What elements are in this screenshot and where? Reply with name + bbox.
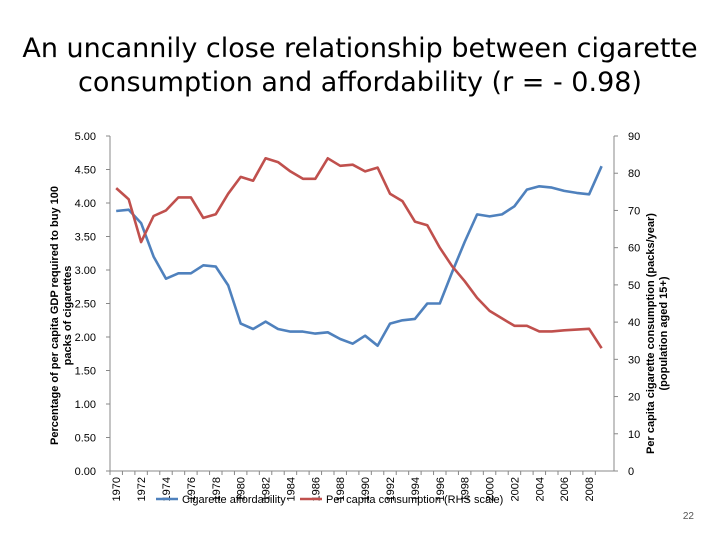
legend-label: Per capita consumption (RHS scale) [326,494,503,506]
left-tick-label: 2.00 [75,332,96,344]
title-line-1: An uncannily close relationship between … [22,33,698,64]
x-tick-label: 2002 [509,477,521,501]
right-axis-label: (population aged 15+) [658,276,670,390]
x-tick-label: 1974 [161,477,173,501]
x-tick-label: 1976 [186,477,198,501]
right-tick-label: 40 [628,317,640,329]
right-tick-label: 10 [628,429,640,441]
left-tick-label: 0.50 [75,433,96,445]
left-tick-label: 3.50 [75,232,96,244]
x-tick-label: 1982 [261,477,273,501]
x-tick-label: 1986 [310,477,322,501]
x-tick-label: 2006 [559,477,571,501]
right-tick-label: 50 [628,280,640,292]
x-tick-label: 1998 [460,477,472,501]
x-tick-label: 2008 [584,477,596,501]
left-tick-label: 5.00 [75,131,96,143]
x-tick-label: 1988 [335,477,347,501]
right-tick-label: 30 [628,354,640,366]
right-tick-label: 90 [628,131,640,143]
x-tick-label: 1984 [285,477,297,501]
left-tick-label: 4.00 [75,198,96,210]
series-line-consumption [115,157,603,349]
title-line-2: consumption and affordability (r = - 0.9… [78,67,642,98]
left-tick-label: 4.50 [75,165,96,177]
right-tick-label: 80 [628,168,640,180]
left-tick-label: 3.00 [75,265,96,277]
x-tick-label: 1972 [136,477,148,501]
x-tick-label: 1980 [236,477,248,501]
x-tick-label: 1970 [111,477,123,501]
legend-label: Cigarette affordability [182,494,286,506]
x-tick-label: 1992 [385,477,397,501]
x-tick-label: 1996 [435,477,447,501]
left-tick-label: 1.00 [75,399,96,411]
right-tick-label: 20 [628,392,640,404]
x-tick-label: 1994 [410,477,422,501]
left-tick-label: 1.50 [75,366,96,378]
series-line-affordability [116,165,603,348]
x-tick-label: 2004 [534,477,546,501]
right-tick-label: 0 [628,466,634,478]
x-tick-label: 2000 [485,477,497,501]
left-axis-label: Percentage of per capita GDP required to… [49,186,61,445]
page-number: 22 [682,511,694,522]
right-axis-label: Per capita cigarette consumption (packs/… [645,213,657,454]
x-tick-label: 1990 [360,477,372,501]
right-tick-label: 70 [628,205,640,217]
left-axis-label: packs of cigarettes [62,266,74,366]
x-tick-label: 1978 [211,477,223,501]
left-tick-label: 0.00 [75,466,96,478]
left-tick-label: 2.50 [75,299,96,311]
right-tick-label: 60 [628,243,640,255]
page-title: An uncannily close relationship between … [0,32,720,100]
